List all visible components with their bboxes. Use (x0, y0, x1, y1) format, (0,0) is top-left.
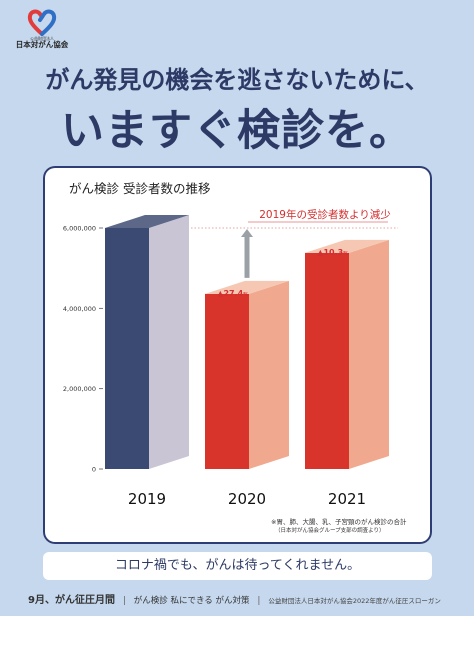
y-tick-label: 6,000,000 (63, 225, 96, 233)
x-category-label: 2020 (228, 490, 266, 508)
bar-side (249, 280, 289, 469)
headline-line1: がん発見の機会を逃さないために、 (45, 66, 429, 94)
y-tick-label: 2,000,000 (63, 385, 96, 393)
annotation-banner: 2019年の受診者数より減少 (259, 208, 391, 221)
decrease-percent-label: ▲10.3% (317, 248, 349, 257)
footer-divider: | (257, 596, 261, 606)
bar-top (305, 239, 389, 253)
footer-divider: | (122, 596, 126, 606)
org-name: 日本対がん協会 (15, 40, 69, 49)
org-logo: 公益財団法人 日本対がん協会 (14, 8, 70, 49)
slogan-credit: 公益財団法人日本対がん協会2022年度がん征圧スローガン (268, 597, 441, 605)
x-category-label: 2019 (128, 490, 166, 508)
decrease-percent-label: ▲27.4% (217, 289, 249, 298)
y-tick-label: 4,000,000 (63, 305, 96, 313)
headline-line2: いますぐ検診を。 (61, 106, 413, 156)
bar-front (305, 252, 349, 469)
poster-background: 公益財団法人 日本対がん協会 がん発見の機会を逃さないために、 いますぐ検診を。… (0, 0, 474, 616)
bar-side (149, 215, 189, 469)
chart-footnote: ※胃、肺、大腸、乳、子宮頸のがん検診の合計 (271, 518, 407, 526)
chart-footnote-source: （日本対がん協会グループ支部の調査より） (275, 528, 385, 534)
x-category-label: 2021 (328, 490, 366, 508)
bar-front (205, 293, 249, 469)
slogan: がん検診 私にできる がん対策 (133, 596, 250, 606)
chart-title: がん検診 受診者数の推移 (69, 181, 211, 196)
footer-bar: 9月、がん征圧月間 | がん検診 私にできる がん対策 | 公益財団法人日本対が… (28, 592, 448, 610)
chart-card: がん検診 受診者数の推移 0 2,000,000 4,000,000 6,000,00… (43, 166, 432, 544)
ribbon-heart-icon (27, 9, 57, 36)
decrease-arrow-shaft (244, 236, 250, 278)
bar-chart: 0 2,000,000 4,000,000 6,000,000 2019 2020 2021… (63, 208, 398, 508)
bar-front (105, 228, 149, 469)
bar-top (205, 280, 289, 294)
campaign-month: 9月、がん征圧月間 (28, 595, 115, 606)
decrease-arrow-head (241, 229, 253, 237)
org-sub-label: 公益財団法人 (30, 36, 54, 41)
y-tick-label: 0 (92, 466, 96, 474)
bar-side (349, 239, 389, 469)
bar-top (105, 215, 189, 228)
message-banner: コロナ禍でも、がんは待ってくれません。 (43, 552, 432, 580)
